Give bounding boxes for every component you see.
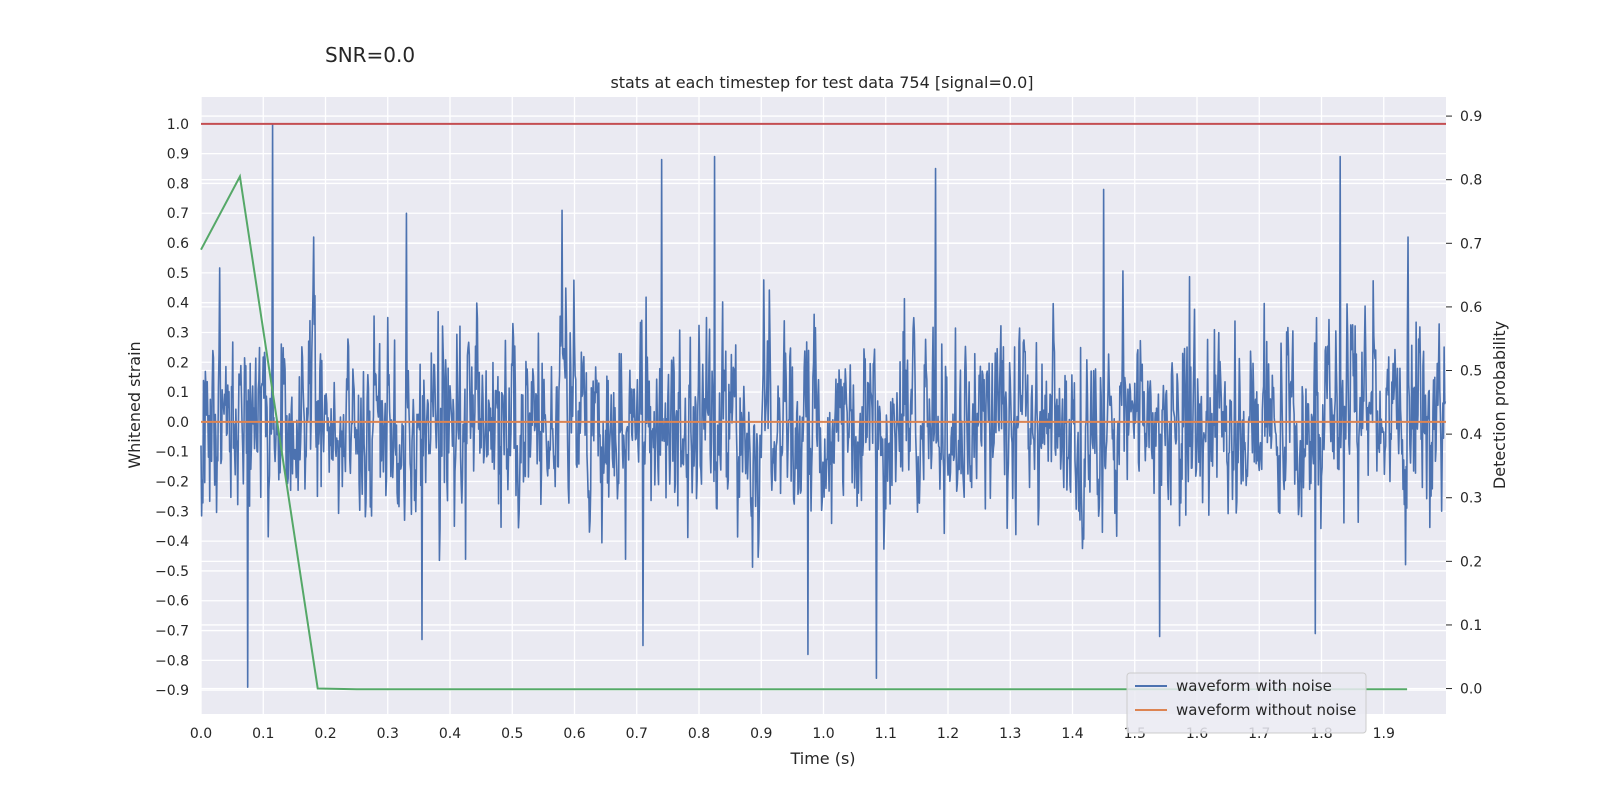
y-tick-labels: 1.0 0.9 0.8 0.7 0.6 0.5 0.4 0.3 0.2 0.1 0.0 −0.1 −0.… — [155, 117, 189, 699]
legend-label-noise: waveform with noise — [1176, 677, 1332, 695]
y-tick-label: −0.1 — [155, 445, 189, 461]
y2-tick-labels: 0.9 0.8 0.7 0.6 0.5 0.4 0.3 0.2 0.1 0.0 — [1446, 109, 1482, 698]
y2-tick-label: 0.8 — [1460, 173, 1482, 189]
y-tick-label: −0.6 — [155, 594, 189, 610]
x-tick-label: 0.7 — [626, 726, 648, 742]
x-tick-label: 1.9 — [1373, 726, 1395, 742]
y-tick-label: 0.5 — [167, 266, 189, 282]
y2-axis-label: Detection probability — [1490, 321, 1509, 489]
y2-tick-label: 0.5 — [1460, 364, 1482, 380]
x-tick-label: 1.3 — [999, 726, 1021, 742]
y-tick-label: −0.8 — [155, 653, 189, 669]
series-layer — [200, 122, 1447, 691]
y2-tick-label: 0.6 — [1460, 300, 1482, 316]
series-waveform-with-noise — [200, 123, 1447, 688]
y-tick-label: 0.8 — [167, 176, 189, 192]
x-tick-label: 1.1 — [875, 726, 897, 742]
y-tick-label: 0.0 — [167, 415, 189, 431]
y2-tick-label: 0.3 — [1460, 491, 1482, 507]
x-tick-label: 0.0 — [190, 726, 212, 742]
legend: waveform with noise waveform without noi… — [1126, 672, 1367, 734]
x-tick-label: 0.6 — [563, 726, 585, 742]
y-tick-label: −0.4 — [155, 534, 189, 550]
chart-title: stats at each timestep for test data 754… — [610, 73, 1033, 92]
figure-suptitle: SNR=0.0 — [325, 43, 415, 67]
y-tick-label: 1.0 — [167, 117, 189, 133]
x-tick-label: 0.9 — [750, 726, 772, 742]
y2-tick-label: 0.9 — [1460, 109, 1482, 125]
y-tick-label: −0.7 — [155, 624, 189, 640]
x-tick-label: 0.3 — [377, 726, 399, 742]
x-tick-label: 0.5 — [501, 726, 523, 742]
y-tick-label: −0.3 — [155, 504, 189, 520]
y-axis-label: Whitened strain — [125, 341, 144, 468]
y2-tick-label: 0.7 — [1460, 236, 1482, 252]
legend-box — [1126, 672, 1367, 734]
series-detection-probability — [200, 173, 1408, 691]
x-tick-label: 1.4 — [1061, 726, 1083, 742]
y2-tick-label: 0.1 — [1460, 618, 1482, 634]
y-tick-label: 0.3 — [167, 325, 189, 341]
x-tick-label: 1.0 — [812, 726, 834, 742]
y-tick-label: −0.5 — [155, 564, 189, 580]
y-tick-label: −0.9 — [155, 683, 189, 699]
y-tick-label: 0.4 — [167, 296, 189, 312]
y2-tick-label: 0.4 — [1460, 427, 1482, 443]
x-tick-label: 0.2 — [314, 726, 336, 742]
y-tick-label: 0.6 — [167, 236, 189, 252]
y-tick-label: 0.2 — [167, 355, 189, 371]
x-tick-label: 0.1 — [252, 726, 274, 742]
y-tick-label: 0.9 — [167, 147, 189, 163]
y2-tick-label: 0.0 — [1460, 682, 1482, 698]
legend-label-clean: waveform without noise — [1176, 701, 1356, 719]
y-tick-label: −0.2 — [155, 475, 189, 491]
y-tick-label: 0.7 — [167, 206, 189, 222]
x-axis-label: Time (s) — [789, 749, 855, 768]
x-tick-label: 0.4 — [439, 726, 461, 742]
y2-tick-label: 0.2 — [1460, 554, 1482, 570]
y-tick-label: 0.1 — [167, 385, 189, 401]
x-tick-label: 1.2 — [937, 726, 959, 742]
x-tick-label: 0.8 — [688, 726, 710, 742]
